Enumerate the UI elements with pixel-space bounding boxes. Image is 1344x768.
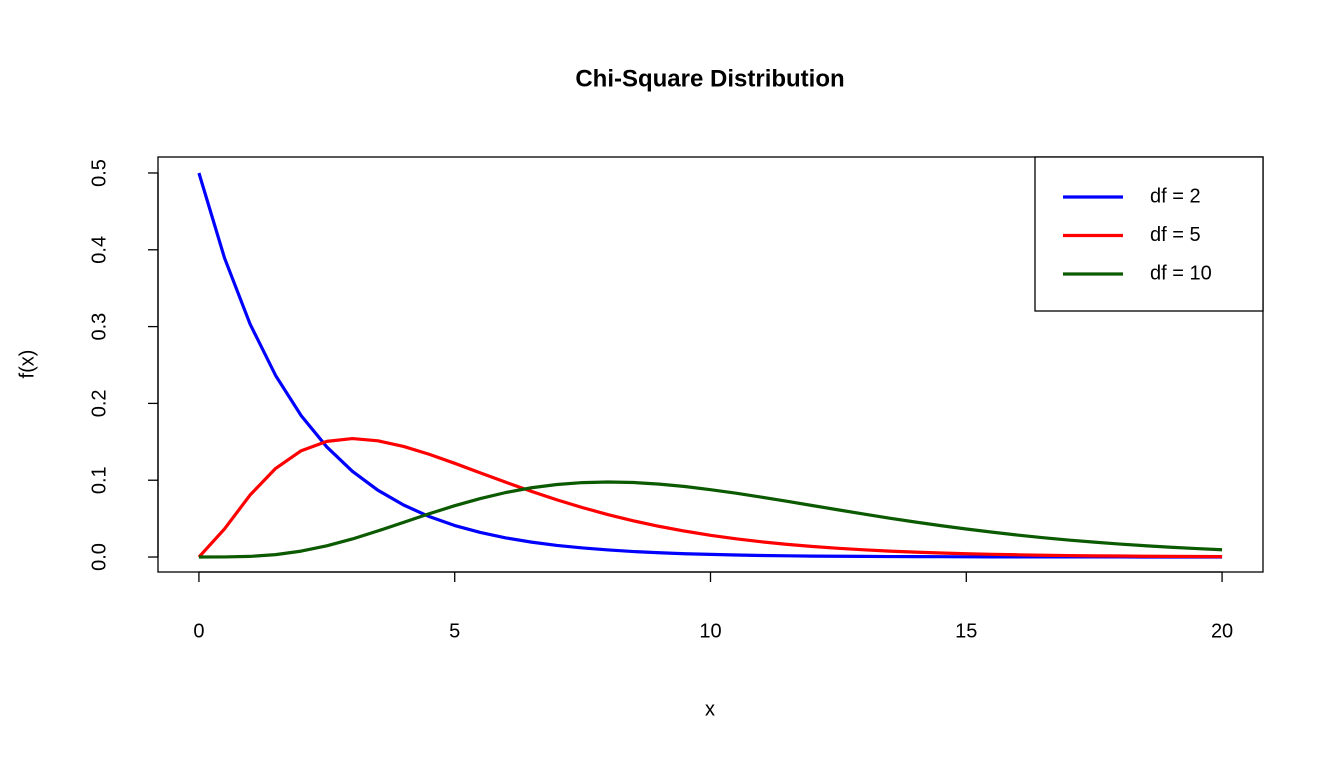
y-tick-label: 0.4	[88, 236, 110, 264]
y-axis-label: f(x)	[16, 350, 38, 379]
y-tick-label: 0.3	[88, 313, 110, 341]
y-tick-label: 0.5	[88, 159, 110, 187]
y-tick-label: 0.1	[88, 466, 110, 494]
x-tick-label: 15	[955, 620, 977, 642]
x-tick-label: 0	[193, 620, 204, 642]
chart-title: Chi-Square Distribution	[575, 65, 844, 92]
y-tick-label: 0.0	[88, 543, 110, 571]
x-tick-label: 5	[449, 620, 460, 642]
legend-label: df = 5	[1150, 224, 1201, 246]
legend-label: df = 2	[1150, 185, 1201, 207]
x-axis-label: x	[705, 698, 715, 720]
series-line	[198, 480, 1223, 559]
y-tick-label: 0.2	[88, 389, 110, 417]
x-tick-label: 20	[1211, 620, 1233, 642]
series-line	[197, 436, 1223, 559]
legend-label: df = 10	[1150, 262, 1212, 284]
x-tick-label: 10	[699, 620, 721, 642]
